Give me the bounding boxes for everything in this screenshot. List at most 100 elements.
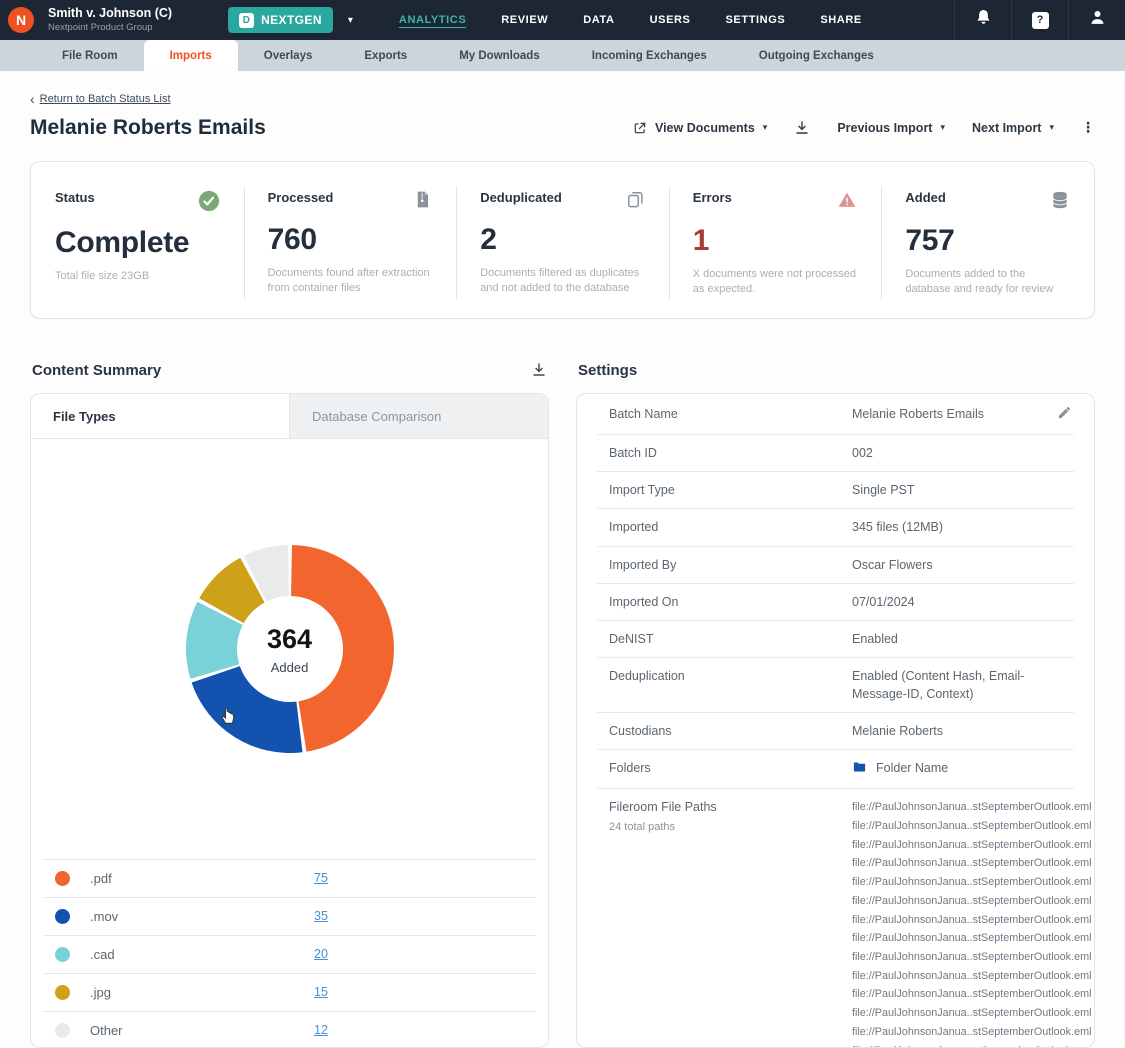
back-to-batch-list-link[interactable]: ‹ Return to Batch Status List	[30, 92, 171, 106]
chart-legend: .pdf75.mov35.cad20.jpg15Other12	[31, 859, 548, 1048]
settings-panel: Batch Name Melanie Roberts Emails	[576, 393, 1095, 1048]
file-paths-list[interactable]: file://PaulJohnsonJanua..stSeptemberOutl…	[852, 798, 1094, 1047]
top-nav: ANALYTICS REVIEW DATA USERS SETTINGS SHA…	[399, 14, 862, 26]
settings-row-value: Melanie Roberts Emails	[852, 405, 984, 423]
donut-slice-.pdf[interactable]	[291, 545, 394, 752]
settings-row-value: Melanie Roberts	[852, 722, 943, 740]
legend-count-link[interactable]: 20	[314, 947, 328, 961]
settings-row: Imported By Oscar Flowers	[597, 547, 1074, 584]
settings-row: Batch ID 002	[597, 435, 1074, 472]
top-icon-cell[interactable]	[954, 0, 1011, 40]
settings-row-label: Custodians	[609, 722, 852, 740]
top-icon-cell[interactable]	[1068, 0, 1125, 40]
download-icon	[794, 120, 810, 136]
stat-value: 757	[905, 224, 1070, 258]
top-nav-item[interactable]: SETTINGS	[726, 14, 786, 26]
file-path-item: file://PaulJohnsonJanua..stSeptemberOutl…	[852, 1023, 1091, 1042]
stat-column: Errors 1 X documents were not processed …	[669, 162, 882, 318]
settings-row: Imported On 07/01/2024	[597, 584, 1074, 621]
top-nav-item[interactable]: ANALYTICS	[399, 14, 466, 26]
settings-row-label: Batch ID	[609, 444, 852, 462]
edit-pencil-icon[interactable]	[1057, 405, 1074, 425]
stat-column: Status Complete Total file size 23GB	[31, 162, 244, 318]
section-tab[interactable]: My Downloads	[433, 40, 566, 71]
stat-label: Errors	[693, 190, 732, 205]
nextgen-badge-icon: D	[239, 13, 254, 28]
stat-description: Documents found after extraction from co…	[268, 266, 433, 297]
copy-icon	[626, 190, 645, 214]
section-tab[interactable]: File Room	[36, 40, 144, 71]
file-path-item: file://PaulJohnsonJanua..stSeptemberOutl…	[852, 836, 1091, 855]
stat-value: Complete	[55, 226, 220, 260]
legend-count-link[interactable]: 75	[314, 871, 328, 885]
nextgen-button[interactable]: D NEXTGEN	[228, 7, 333, 33]
section-tab[interactable]: Outgoing Exchanges	[733, 40, 900, 71]
download-button[interactable]	[794, 120, 810, 136]
legend-row: .pdf75	[31, 859, 548, 897]
settings-row-value: 07/01/2024	[852, 593, 915, 611]
bell-icon	[974, 8, 993, 32]
file-path-item: file://PaulJohnsonJanua..stSeptemberOutl…	[852, 1042, 1091, 1047]
import-status-card: Status Complete Total file size 23GB Pro…	[30, 161, 1095, 319]
section-tab[interactable]: Exports	[338, 40, 433, 71]
stat-value: 2	[480, 223, 645, 257]
legend-label: .cad	[90, 947, 115, 962]
legend-count-link[interactable]: 15	[314, 985, 328, 999]
content-summary-title: Content Summary	[32, 362, 161, 379]
stat-label: Processed	[268, 190, 334, 205]
case-name: Smith v. Johnson (C)	[48, 6, 172, 22]
settings-row-value: 345 files (12MB)	[852, 518, 943, 536]
settings-title: Settings	[578, 362, 637, 379]
fileroom-file-paths-row: Fileroom File Paths 24 total paths file:…	[597, 789, 1074, 1047]
nextgen-caret-icon[interactable]: ▾	[348, 15, 353, 26]
legend-count-link[interactable]: 35	[314, 909, 328, 923]
page-title: Melanie Roberts Emails	[30, 116, 266, 140]
file-paths-count: 24 total paths	[609, 820, 852, 836]
file-path-item: file://PaulJohnsonJanua..stSeptemberOutl…	[852, 892, 1091, 911]
top-icon-cell[interactable]: ?	[1011, 0, 1068, 40]
legend-color-dot	[55, 909, 70, 924]
legend-row: Other12	[31, 1011, 548, 1048]
top-nav-item[interactable]: REVIEW	[501, 14, 548, 26]
settings-row: DeNIST Enabled	[597, 621, 1074, 658]
stat-column: Deduplicated 2 Documents filtered as dup…	[456, 162, 669, 318]
view-documents-button[interactable]: View Documents ▾	[633, 121, 767, 135]
section-tab[interactable]: Incoming Exchanges	[566, 40, 733, 71]
settings-row-value: 002	[852, 444, 873, 462]
content-summary-download-button[interactable]	[531, 362, 547, 378]
zip-file-icon	[413, 190, 432, 214]
section-tab[interactable]: Imports	[144, 40, 238, 71]
nextpoint-logo-icon[interactable]: N	[8, 7, 34, 33]
top-nav-item[interactable]: DATA	[583, 14, 614, 26]
legend-color-dot	[55, 1023, 70, 1038]
settings-row-label: Imported	[609, 518, 852, 536]
case-block: Smith v. Johnson (C) Nextpoint Product G…	[48, 6, 172, 34]
donut-slice-.mov[interactable]	[191, 666, 302, 753]
settings-row-label: Imported On	[609, 593, 852, 611]
settings-row-value: Oscar Flowers	[852, 556, 933, 574]
legend-color-dot	[55, 871, 70, 886]
section-tab[interactable]: Overlays	[238, 40, 339, 71]
next-import-button[interactable]: Next Import ▾	[972, 121, 1054, 135]
stat-value: 760	[268, 223, 433, 257]
chart-tabs: File Types Database Comparison	[31, 394, 548, 439]
settings-row-value: Enabled (Content Hash, Email-Message-ID,…	[852, 667, 1074, 703]
chart-tab[interactable]: File Types	[31, 394, 289, 438]
file-path-item: file://PaulJohnsonJanua..stSeptemberOutl…	[852, 929, 1091, 948]
settings-row: Folders Folder Name	[597, 750, 1074, 789]
settings-row: Batch Name Melanie Roberts Emails	[597, 396, 1074, 435]
settings-row-label: Imported By	[609, 556, 852, 574]
kebab-menu-icon[interactable]: ⋮	[1081, 120, 1095, 136]
top-nav-item[interactable]: SHARE	[820, 14, 862, 26]
file-types-panel: File Types Database Comparison 364 Added	[30, 393, 549, 1048]
settings-section: Settings Batch Name Melanie Roberts Emai…	[576, 360, 1095, 1048]
chart-tab[interactable]: Database Comparison	[289, 394, 548, 438]
legend-row: .jpg15	[31, 973, 548, 1011]
previous-import-button[interactable]: Previous Import ▾	[837, 121, 945, 135]
top-nav-item[interactable]: USERS	[650, 14, 691, 26]
chevron-down-icon: ▾	[940, 123, 945, 133]
legend-count-link[interactable]: 12	[314, 1023, 328, 1037]
check-circle-icon	[198, 190, 220, 217]
legend-row: .cad 20	[31, 935, 548, 973]
stat-column: Processed 760 Documents found after extr…	[244, 162, 457, 318]
